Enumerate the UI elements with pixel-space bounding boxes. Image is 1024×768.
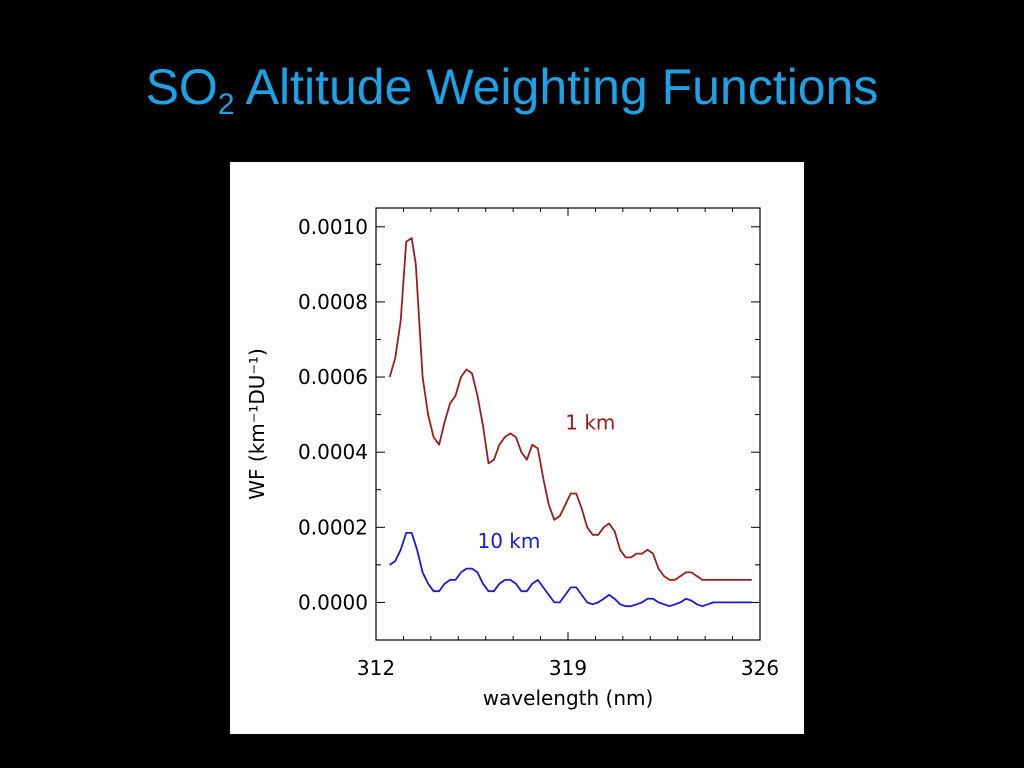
chart: 312 319 326 0.0000 0.0002 0.0004 0.0006 0.0008 0… <box>245 207 779 710</box>
series-line-0 <box>388 237 752 581</box>
series-line-1 <box>389 532 752 608</box>
y-tick-label: 0.0004 <box>298 440 368 464</box>
axis-ticks <box>375 208 761 641</box>
title-rest: Altitude Weighting Functions <box>234 59 879 115</box>
y-tick-label: 0.0006 <box>298 365 368 389</box>
tick-labels: 312 319 326 0.0000 0.0002 0.0004 0.0006 0.0008 0… <box>298 215 779 680</box>
y-tick-label: 0.0000 <box>298 590 368 614</box>
y-tick-label: 0.0010 <box>298 215 368 239</box>
title-main: SO <box>145 59 218 115</box>
x-tick-label: 319 <box>549 656 587 680</box>
x-tick-label: 312 <box>357 656 395 680</box>
chart-panel: 312 319 326 0.0000 0.0002 0.0004 0.0006 0.0008 0… <box>230 162 804 734</box>
y-tick-label: 0.0002 <box>298 515 368 539</box>
series-label-1: 10 km <box>477 529 540 553</box>
x-axis-label: wavelength (nm) <box>483 686 654 710</box>
x-tick-label: 326 <box>741 656 779 680</box>
slide-title: SO2 Altitude Weighting Functions <box>0 62 1024 120</box>
title-subscript: 2 <box>217 88 235 121</box>
y-tick-label: 0.0008 <box>298 290 368 314</box>
series-lines <box>388 237 752 608</box>
series-label-0: 1 km <box>565 411 615 435</box>
y-axis-label: WF (km⁻¹DU⁻¹) <box>245 348 269 500</box>
